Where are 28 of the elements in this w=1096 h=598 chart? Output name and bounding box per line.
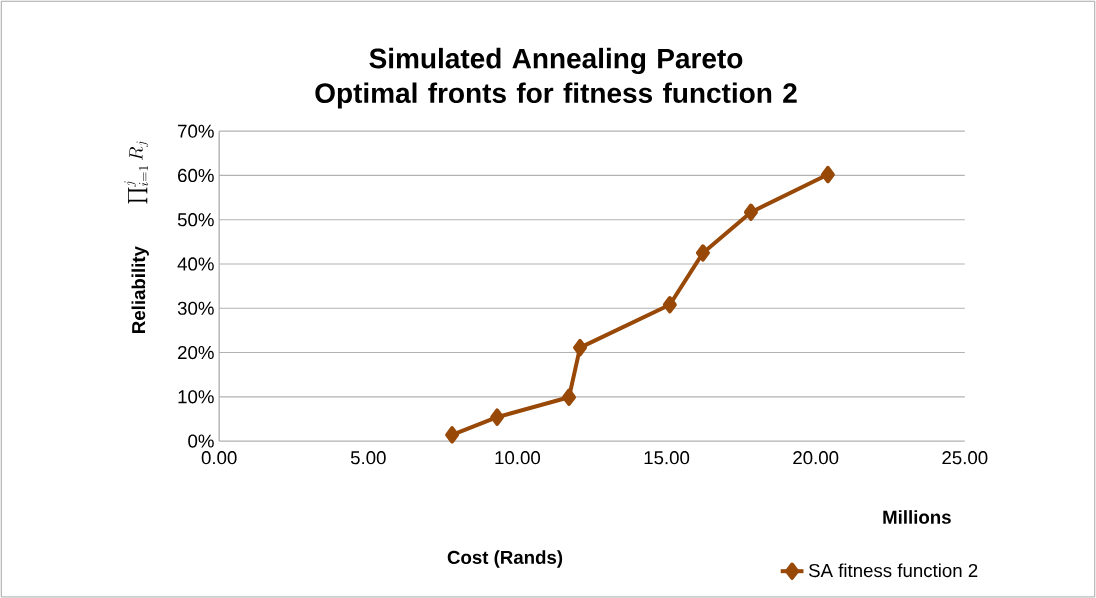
chart-title: Simulated Annealing Pareto Optimal fronts for fitness function 2 xyxy=(315,47,797,109)
y-tick-label: 40% xyxy=(177,257,214,271)
point xyxy=(490,408,505,426)
point xyxy=(562,388,577,406)
point xyxy=(695,244,710,262)
legend-label: SA fitness function 2 xyxy=(808,563,978,578)
text: $\prod_{i=1}^{j} R_j$ xyxy=(124,141,149,204)
y-axis-title: Reliability xyxy=(131,246,149,333)
y-tick-label: 60% xyxy=(178,168,214,182)
x-tick-label: 0.00 xyxy=(201,450,237,465)
x-axis-title: Cost (Rands) xyxy=(447,550,563,568)
x-tick-label: 10.00 xyxy=(495,450,541,465)
y-tick-label: 30% xyxy=(177,301,214,315)
y-tick-label: 20% xyxy=(178,345,214,360)
x-tick-label: 25.00 xyxy=(942,450,988,465)
y-tick-label: 0% xyxy=(188,434,214,448)
x-tick-label: 20.00 xyxy=(793,450,839,465)
y-tick-label: 10% xyxy=(178,390,214,404)
point xyxy=(820,165,835,184)
point xyxy=(445,426,460,444)
x-tick-label: 5.00 xyxy=(350,450,386,465)
text: Millions xyxy=(883,510,951,524)
y-tick-label: 70% xyxy=(178,124,214,138)
point xyxy=(743,203,758,221)
point xyxy=(662,295,677,314)
x-tick-label: 15.00 xyxy=(644,450,690,465)
point xyxy=(573,338,588,357)
y-tick-label: 50% xyxy=(177,213,214,227)
